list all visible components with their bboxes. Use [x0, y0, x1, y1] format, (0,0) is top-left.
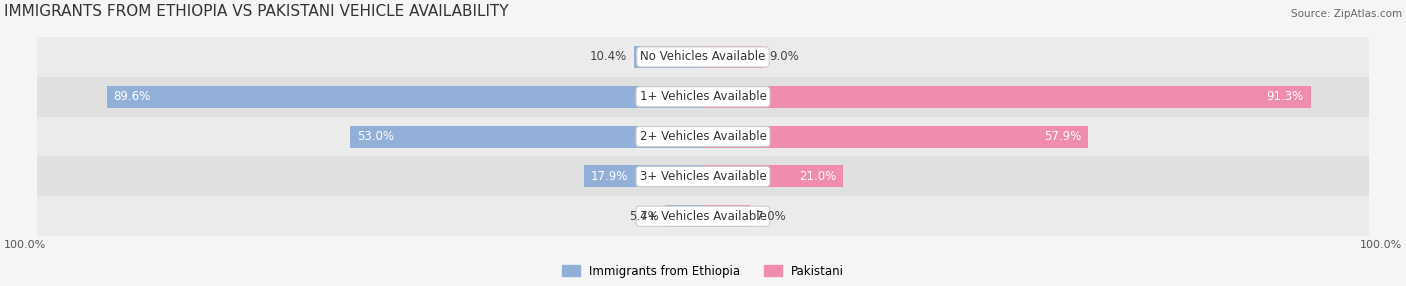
Text: 100.0%: 100.0%	[1360, 240, 1402, 250]
Text: 7.0%: 7.0%	[756, 210, 786, 223]
Text: 4+ Vehicles Available: 4+ Vehicles Available	[640, 210, 766, 223]
Bar	[703, 166, 842, 187]
Bar	[703, 46, 763, 68]
Bar	[38, 196, 1368, 236]
Bar	[583, 166, 703, 187]
Text: 5.7%: 5.7%	[628, 210, 658, 223]
Text: 10.4%: 10.4%	[591, 50, 627, 63]
Text: IMMIGRANTS FROM ETHIOPIA VS PAKISTANI VEHICLE AVAILABILITY: IMMIGRANTS FROM ETHIOPIA VS PAKISTANI VE…	[4, 4, 509, 19]
Text: 17.9%: 17.9%	[591, 170, 628, 183]
Bar	[703, 86, 1310, 108]
Bar	[107, 86, 703, 108]
Bar	[703, 205, 749, 227]
Text: 2+ Vehicles Available: 2+ Vehicles Available	[640, 130, 766, 143]
Bar	[703, 126, 1088, 148]
Bar	[38, 117, 1368, 156]
Text: 91.3%: 91.3%	[1267, 90, 1303, 103]
Text: 21.0%: 21.0%	[799, 170, 837, 183]
Text: 9.0%: 9.0%	[769, 50, 799, 63]
Bar	[634, 46, 703, 68]
Text: 89.6%: 89.6%	[114, 90, 150, 103]
Text: 3+ Vehicles Available: 3+ Vehicles Available	[640, 170, 766, 183]
Bar	[38, 77, 1368, 117]
Text: Source: ZipAtlas.com: Source: ZipAtlas.com	[1291, 9, 1402, 19]
Text: 53.0%: 53.0%	[357, 130, 394, 143]
Bar	[350, 126, 703, 148]
Bar	[38, 156, 1368, 196]
Bar	[38, 37, 1368, 77]
Text: 57.9%: 57.9%	[1045, 130, 1081, 143]
Text: 1+ Vehicles Available: 1+ Vehicles Available	[640, 90, 766, 103]
Bar	[665, 205, 703, 227]
Text: 100.0%: 100.0%	[4, 240, 46, 250]
Legend: Immigrants from Ethiopia, Pakistani: Immigrants from Ethiopia, Pakistani	[557, 260, 849, 282]
Text: No Vehicles Available: No Vehicles Available	[640, 50, 766, 63]
